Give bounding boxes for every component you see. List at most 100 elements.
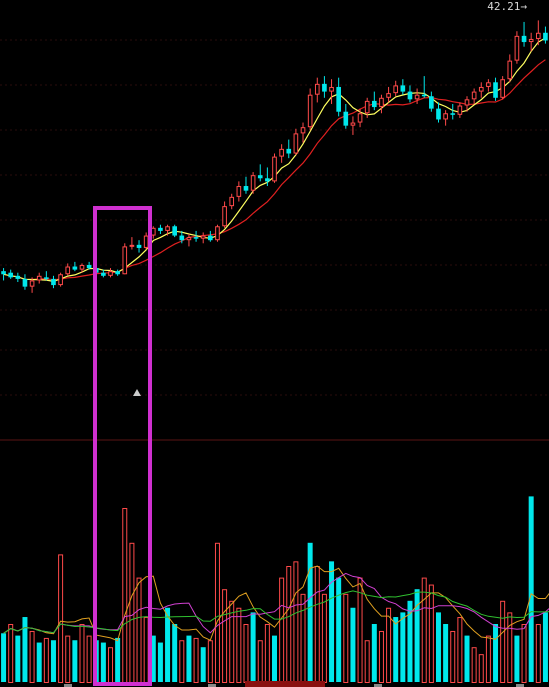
candle-body-up xyxy=(471,91,477,100)
volume-bar-down xyxy=(22,617,28,682)
volume-bar-up xyxy=(29,630,35,684)
vol-ma5-line xyxy=(3,565,549,642)
candle-body-up xyxy=(186,237,192,241)
candle-body-down xyxy=(15,275,21,279)
candle-body-up xyxy=(307,94,313,128)
candle-body-down xyxy=(179,235,185,241)
candle-body-down xyxy=(400,85,406,92)
candle-body-up xyxy=(65,266,71,275)
candle-body-up xyxy=(29,280,35,287)
candle-body-down xyxy=(450,113,456,115)
volume-bar-up xyxy=(450,630,456,684)
candle-body-up xyxy=(36,275,42,281)
volume-bar-down xyxy=(307,542,313,682)
volume-bar-down xyxy=(336,577,342,682)
candle-body-up xyxy=(386,93,391,98)
volume-bar-up xyxy=(222,589,228,684)
candle-body-up xyxy=(535,32,541,39)
volume-moving-averages xyxy=(3,565,549,642)
candle-body-down xyxy=(257,175,263,179)
volume-bar-up xyxy=(43,637,49,683)
time-tick xyxy=(516,684,524,687)
candle-body-up xyxy=(507,60,513,80)
candle-body-down xyxy=(1,271,6,275)
volume-bar-down xyxy=(172,624,178,682)
vol-ma20-line xyxy=(3,590,549,634)
volume-bar-up xyxy=(386,607,392,684)
candle-body-down xyxy=(115,271,120,275)
candle-body-up xyxy=(457,105,463,115)
candle-body-up xyxy=(272,156,277,182)
candle-body-down xyxy=(322,83,327,92)
volume-bar-down xyxy=(150,635,156,682)
volume-bar-down xyxy=(400,612,406,682)
volume-bar-up xyxy=(343,593,349,684)
volume-bar-up xyxy=(207,640,213,683)
volume-bar-up xyxy=(485,635,491,683)
candle-body-down xyxy=(436,108,441,120)
candle-body-down xyxy=(158,227,163,231)
volume-bar-down xyxy=(50,640,56,682)
candle-body-up xyxy=(478,86,484,92)
volume-bar-down xyxy=(542,612,548,682)
candle-body-down xyxy=(521,35,527,43)
volume-bar-up xyxy=(264,624,270,683)
candle-body-up xyxy=(486,82,491,87)
volume-bar-up xyxy=(478,654,484,683)
volume-bar-down xyxy=(350,607,356,682)
price-axis-label: 42.21→ xyxy=(487,0,527,13)
volume-bar-down xyxy=(514,635,520,682)
candle-body-up xyxy=(414,94,420,100)
candle-body-up xyxy=(200,235,206,239)
candle-body-down xyxy=(172,226,177,236)
time-tick xyxy=(374,684,382,687)
candle-body-up xyxy=(379,97,384,108)
candle-body-up xyxy=(222,206,227,227)
candle-body-up xyxy=(350,122,356,126)
candle-body-up xyxy=(79,264,85,270)
candle-body-up xyxy=(464,99,470,106)
volume-bar-up xyxy=(364,640,370,683)
volume-bar-down xyxy=(443,624,449,682)
volume-bar-up xyxy=(500,600,506,683)
candle-body-up xyxy=(443,113,448,120)
volume-bar-up xyxy=(122,508,128,683)
volume-bar-up xyxy=(357,577,363,683)
candle-body-down xyxy=(286,148,292,154)
candle-body-down xyxy=(243,186,249,191)
candle-body-up xyxy=(293,133,299,154)
volume-bar-down xyxy=(393,617,399,682)
candle-body-up xyxy=(500,79,505,98)
candle-body-down xyxy=(493,82,498,98)
candle-body-down xyxy=(86,264,92,269)
volume-bar-up xyxy=(179,640,185,683)
volume-bar-up xyxy=(471,647,477,684)
candle-body-down xyxy=(343,111,349,126)
volume-bar-up xyxy=(193,637,199,683)
candle-body-up xyxy=(279,148,284,157)
volume-bar-up xyxy=(279,577,285,683)
candle-body-down xyxy=(543,32,548,41)
volume-bar-down xyxy=(186,635,192,682)
candle-body-down xyxy=(51,278,56,286)
volume-bar-down xyxy=(15,635,21,682)
volume-bar-up xyxy=(108,647,114,684)
candle-body-down xyxy=(421,94,427,97)
volume-bar-up xyxy=(378,630,384,684)
volume-bar-down xyxy=(464,635,470,682)
candle-body-down xyxy=(8,272,14,278)
candle-body-down xyxy=(208,235,213,241)
volume-bar-up xyxy=(421,577,427,683)
volume-bar-up xyxy=(428,584,434,683)
volume-bar-down xyxy=(36,642,42,682)
volume-bar-down xyxy=(72,640,78,682)
volume-bar-up xyxy=(143,617,149,683)
volume-bar-down xyxy=(407,600,413,682)
volume-bar-down xyxy=(371,624,377,682)
volume-bar-up xyxy=(457,617,463,683)
candle-body-down xyxy=(265,178,270,182)
volume-bar-down xyxy=(157,642,163,682)
candlesticks xyxy=(1,20,548,293)
volume-bars xyxy=(1,496,548,684)
candle-body-up xyxy=(215,226,220,241)
